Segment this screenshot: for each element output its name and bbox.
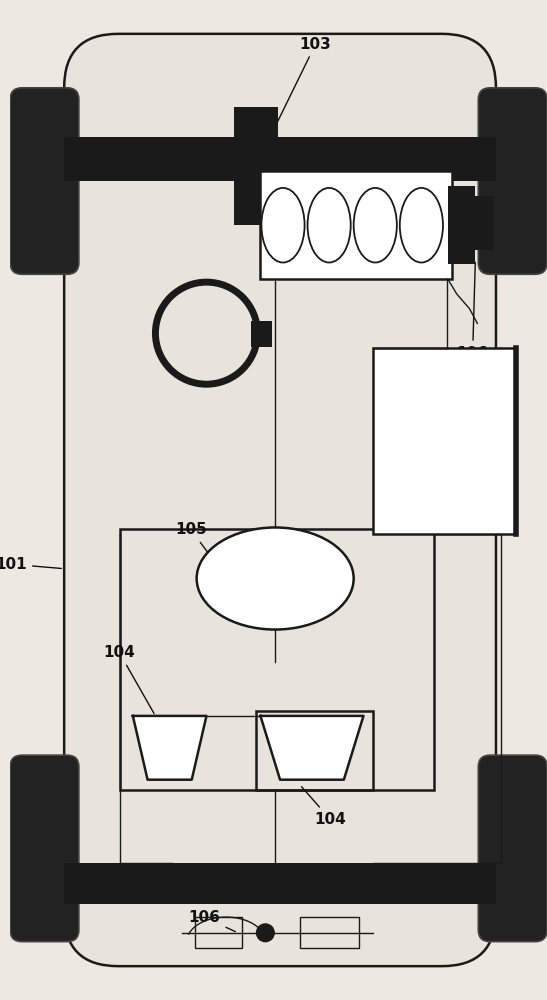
- Ellipse shape: [400, 188, 443, 263]
- Bar: [120, 529, 434, 790]
- FancyBboxPatch shape: [64, 34, 496, 966]
- Bar: [195, 917, 242, 948]
- Circle shape: [257, 924, 274, 942]
- Text: 102: 102: [403, 419, 435, 468]
- Text: 105: 105: [175, 522, 214, 562]
- FancyBboxPatch shape: [478, 88, 547, 274]
- Polygon shape: [260, 716, 363, 780]
- Bar: [475, 196, 493, 250]
- FancyBboxPatch shape: [10, 88, 79, 274]
- Polygon shape: [133, 716, 206, 780]
- Text: 103: 103: [266, 37, 331, 144]
- FancyBboxPatch shape: [10, 755, 79, 942]
- Text: 106: 106: [457, 262, 488, 361]
- Bar: [64, 137, 496, 181]
- Bar: [373, 348, 516, 534]
- FancyBboxPatch shape: [478, 755, 547, 942]
- Text: 106: 106: [189, 910, 235, 932]
- Text: 104: 104: [103, 645, 154, 713]
- Bar: [251, 321, 272, 347]
- Bar: [300, 917, 359, 948]
- Bar: [448, 186, 475, 264]
- Ellipse shape: [307, 188, 351, 263]
- Bar: [234, 107, 278, 225]
- Text: 104: 104: [301, 787, 346, 827]
- Ellipse shape: [261, 188, 305, 263]
- Bar: [260, 171, 452, 279]
- Text: 101: 101: [0, 557, 61, 572]
- Ellipse shape: [196, 527, 354, 630]
- Bar: [255, 711, 373, 790]
- Bar: [64, 863, 496, 904]
- Ellipse shape: [354, 188, 397, 263]
